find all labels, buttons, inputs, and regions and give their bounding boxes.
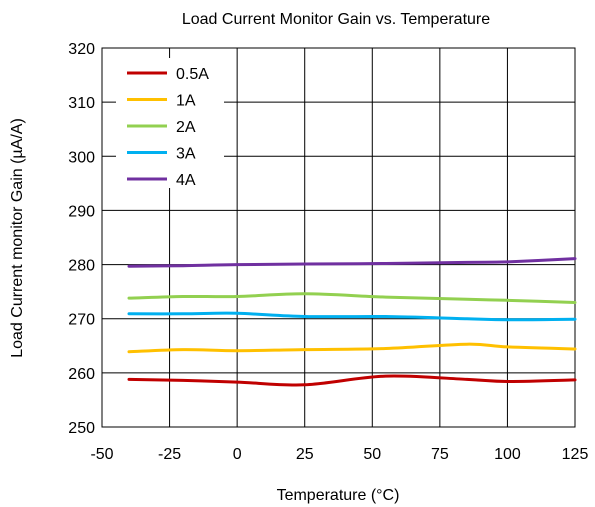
series-lines: [127, 257, 577, 387]
series-line-1a: [127, 342, 577, 354]
y-axis-label: Load Current monitor Gain (µA/A): [9, 118, 26, 358]
y-tick-label: 290: [68, 203, 95, 220]
y-tick-label: 270: [68, 312, 95, 329]
x-tick-label: -50: [90, 446, 113, 463]
y-tick-label: 280: [68, 258, 95, 275]
y-tick-label: 320: [68, 41, 95, 58]
x-tick-labels: -50 -25 0 25 50 75 100 125: [90, 446, 588, 463]
series-line-3a: [127, 311, 577, 322]
plot-frame: [101, 47, 576, 428]
legend-label: 0.5A: [176, 66, 209, 83]
series-line-2a: [127, 292, 577, 304]
legend: 0.5A 1A 2A 3A 4A: [116, 58, 224, 189]
y-tick-labels: 250 260 270 280 290 300 310 320: [68, 41, 95, 437]
y-tick-label: 260: [68, 366, 95, 383]
legend-label: 3A: [176, 146, 196, 163]
chart-title: Load Current Monitor Gain vs. Temperatur…: [182, 11, 490, 28]
x-tick-label: 125: [562, 446, 589, 463]
legend-label: 4A: [176, 172, 196, 189]
x-tick-label: -25: [158, 446, 181, 463]
legend-label: 1A: [176, 93, 196, 110]
x-tick-label: 50: [363, 446, 381, 463]
y-tick-label: 300: [68, 149, 95, 166]
x-axis-label: Temperature (°C): [277, 487, 400, 504]
x-tick-label: 100: [494, 446, 521, 463]
series-line-0-5a: [127, 374, 577, 387]
x-tick-label: 0: [233, 446, 242, 463]
legend-box: [116, 58, 224, 188]
legend-label: 2A: [176, 119, 196, 136]
y-tick-label: 310: [68, 95, 95, 112]
x-tick-label: 75: [431, 446, 449, 463]
y-tick-label: 250: [68, 420, 95, 437]
x-tick-label: 25: [296, 446, 314, 463]
series-line-4a: [127, 257, 577, 268]
